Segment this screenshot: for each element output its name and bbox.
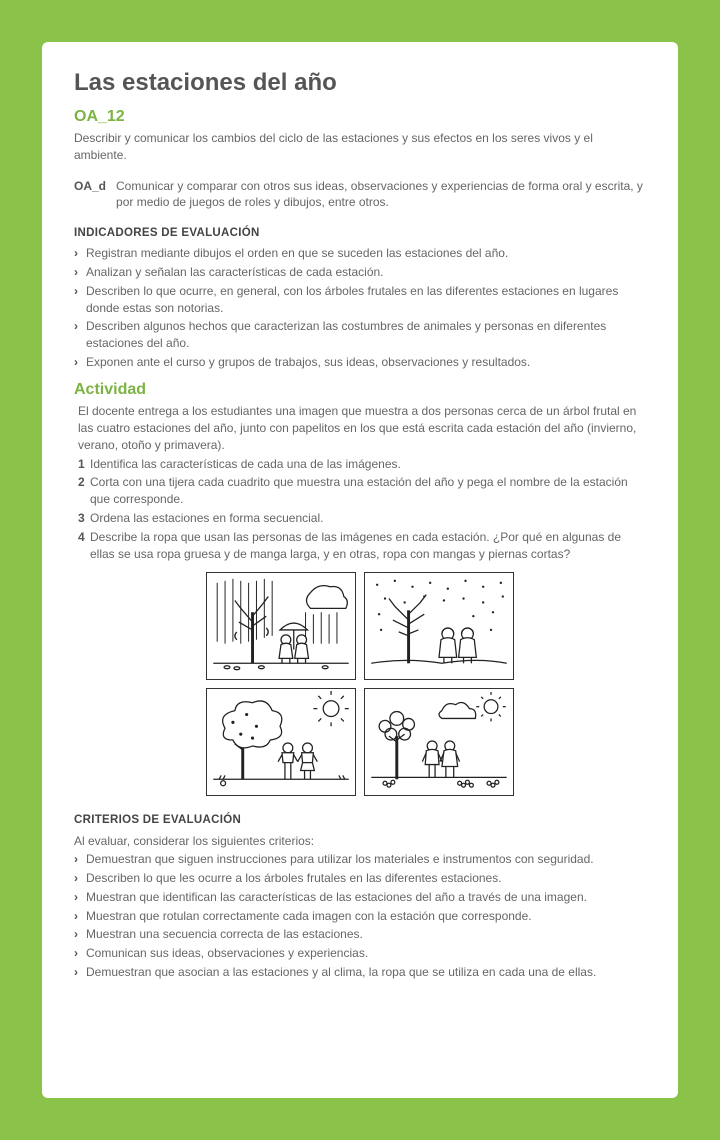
list-item: Registran mediante dibujos el orden en q…: [74, 245, 646, 262]
list-item: Muestran que identifican las característ…: [74, 889, 646, 906]
autumn-rain-icon: [207, 573, 355, 679]
criteria-list: Demuestran que siguen instrucciones para…: [74, 851, 646, 981]
list-item: Describen lo que les ocurre a los árbole…: [74, 870, 646, 887]
list-item: Identifica las características de cada u…: [78, 456, 646, 473]
worksheet-page: Las estaciones del año OA_12 Describir y…: [42, 42, 678, 1098]
objective-description: Describir y comunicar los cambios del ci…: [74, 130, 646, 164]
list-item: Muestran que rotulan correctamente cada …: [74, 908, 646, 925]
seasons-illustration-grid: [74, 572, 646, 796]
sub-objective-code: OA_d: [74, 178, 106, 212]
criteria-intro: Al evaluar, considerar los siguientes cr…: [74, 833, 646, 850]
activity-steps: Identifica las características de cada u…: [74, 456, 646, 563]
season-card-autumn: [206, 572, 356, 680]
list-item: Muestran una secuencia correcta de las e…: [74, 926, 646, 943]
indicators-list: Registran mediante dibujos el orden en q…: [74, 245, 646, 371]
winter-snow-icon: [365, 573, 513, 679]
list-item: Corta con una tijera cada cuadrito que m…: [78, 474, 646, 508]
list-item: Describen lo que ocurre, en general, con…: [74, 283, 646, 317]
list-item: Exponen ante el curso y grupos de trabaj…: [74, 354, 646, 371]
sub-objective-row: OA_d Comunicar y comparar con otros sus …: [74, 178, 646, 212]
list-item: Describe la ropa que usan las personas d…: [78, 529, 646, 563]
season-card-winter: [364, 572, 514, 680]
sub-objective-description: Comunicar y comparar con otros sus ideas…: [116, 178, 646, 212]
list-item: Analizan y señalan las características d…: [74, 264, 646, 281]
spring-clouds-icon: [365, 689, 513, 795]
season-card-summer: [206, 688, 356, 796]
season-card-spring: [364, 688, 514, 796]
list-item: Demuestran que asocian a las estaciones …: [74, 964, 646, 981]
list-item: Comunican sus ideas, observaciones y exp…: [74, 945, 646, 962]
criteria-heading: CRITERIOS DE EVALUACIÓN: [74, 812, 646, 828]
list-item: Demuestran que siguen instrucciones para…: [74, 851, 646, 868]
indicators-heading: INDICADORES DE EVALUACIÓN: [74, 225, 646, 241]
activity-heading: Actividad: [74, 379, 646, 401]
list-item: Describen algunos hechos que caracteriza…: [74, 318, 646, 352]
objective-code: OA_12: [74, 106, 646, 128]
list-item: Ordena las estaciones en forma secuencia…: [78, 510, 646, 527]
summer-sun-icon: [207, 689, 355, 795]
page-title: Las estaciones del año: [74, 66, 646, 100]
activity-intro: El docente entrega a los estudiantes una…: [74, 403, 646, 453]
